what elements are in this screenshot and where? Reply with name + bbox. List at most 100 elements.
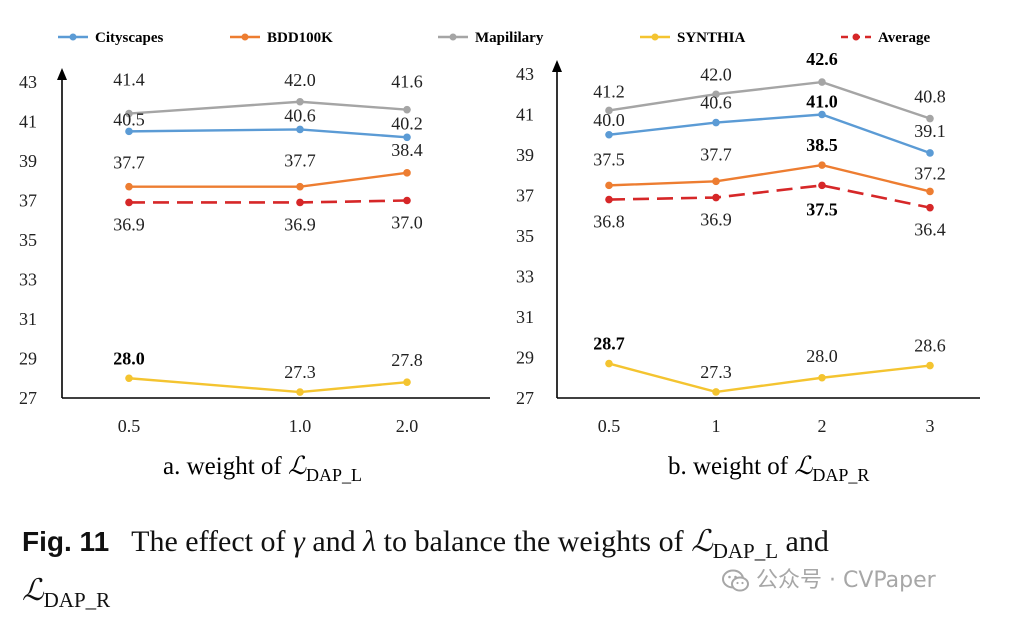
point-b-synthia-2	[818, 373, 826, 382]
point-b-average-1	[712, 193, 720, 202]
caption-text-1: The effect of	[131, 525, 294, 558]
caption-subscript-1: DAP_L	[712, 539, 779, 563]
point-a-mapililary-1	[296, 97, 304, 106]
point-b-synthia-3	[926, 361, 934, 370]
point-b-cityscapes-3	[926, 149, 934, 157]
legend-marker-average	[852, 33, 860, 41]
series-line-a-mapililary	[128, 100, 408, 115]
series-b-mapililary	[605, 78, 934, 123]
series-line-b-bdd100k	[608, 163, 931, 193]
series-a-average	[125, 196, 411, 207]
data-label-a-average-1: 36.9	[284, 214, 316, 234]
data-label-b-cityscapes-1: 40.6	[700, 93, 732, 113]
caption-lambda: λ	[363, 525, 377, 558]
subplot-caption-subscript-a: DAP_L	[306, 465, 362, 485]
subplot-caption-a: a. weight of ℒDAP_L	[163, 453, 362, 485]
data-label-b-average-0: 36.8	[593, 212, 625, 232]
series-line-a-cityscapes	[128, 128, 408, 139]
data-label-a-average-2: 37.0	[391, 213, 423, 233]
watermark: 公众号 · CVPaper	[722, 562, 936, 599]
data-label-a-cityscapes-0: 40.5	[113, 109, 145, 129]
data-label-b-mapililary-3: 40.8	[914, 87, 946, 107]
y-tick-b-27: 27	[516, 388, 534, 408]
point-b-mapililary-3	[926, 114, 934, 123]
point-a-synthia-0	[125, 374, 133, 383]
y-tick-b-41: 41	[516, 105, 534, 125]
data-label-b-average-2: 37.5	[806, 199, 838, 219]
subplot-caption-subscript-b: DAP_R	[812, 465, 869, 485]
data-label-b-synthia-0: 28.7	[593, 334, 625, 354]
data-label-b-average-3: 36.4	[914, 220, 946, 240]
point-a-cityscapes-1	[296, 125, 304, 134]
y-tick-b-37: 37	[516, 186, 534, 206]
point-a-synthia-1	[296, 388, 304, 396]
x-tick-a-2-0: 2.0	[396, 416, 419, 436]
caption-text-4: and	[778, 525, 829, 558]
y-tick-a-33: 33	[19, 270, 37, 290]
figure-caption: Fig. 11 The effect of γ and λ to balance …	[22, 522, 1012, 620]
caption-gamma: γ	[293, 525, 305, 558]
legend-item-synthia: SYNTHIA	[640, 30, 746, 46]
caption-subscript-2: DAP_R	[43, 588, 111, 612]
point-b-mapililary-2	[818, 78, 826, 86]
series-a-synthia	[125, 374, 411, 396]
point-a-cityscapes-0	[125, 127, 133, 136]
watermark-text: 公众号 · CVPaper	[756, 568, 936, 593]
y-tick-b-33: 33	[516, 267, 534, 287]
x-tick-b-0-5: 0.5	[598, 416, 621, 436]
series-line-b-cityscapes	[608, 113, 931, 155]
series-b-bdd100k	[605, 161, 934, 196]
data-label-b-synthia-2: 28.0	[806, 346, 838, 366]
figure-label: Fig. 11	[22, 526, 110, 557]
legend-label-synthia: SYNTHIA	[677, 30, 746, 46]
x-tick-b-1: 1	[712, 416, 721, 436]
series-b-synthia	[605, 359, 934, 396]
point-a-bdd100k-0	[125, 182, 133, 191]
y-tick-a-39: 39	[19, 151, 37, 171]
x-tick-a-0-5: 0.5	[118, 416, 141, 436]
y-tick-a-43: 43	[19, 72, 37, 92]
point-b-average-3	[926, 203, 934, 212]
subplot-caption-prefix-b: b. weight of	[668, 453, 794, 480]
point-b-average-2	[818, 181, 826, 190]
point-a-average-2	[403, 196, 411, 205]
x-tick-b-3: 3	[926, 416, 935, 436]
legend: Cityscapes BDD100K Mapililary SYNTHIA Averag…	[58, 30, 931, 46]
point-b-bdd100k-2	[818, 161, 826, 169]
data-label-a-bdd100k-0: 37.7	[113, 153, 145, 173]
y-tick-a-41: 41	[19, 112, 37, 132]
data-label-a-cityscapes-2: 40.2	[391, 113, 423, 133]
series-line-a-synthia	[128, 377, 408, 394]
y-axis-arrow-a	[57, 68, 67, 80]
data-label-a-synthia-1: 27.3	[284, 362, 316, 382]
series-a-cityscapes	[125, 125, 411, 142]
data-label-b-cityscapes-3: 39.1	[914, 121, 946, 141]
data-label-b-average-1: 36.9	[700, 210, 732, 230]
legend-label-bdd100k: BDD100K	[267, 30, 333, 46]
legend-marker-synthia	[651, 33, 659, 41]
y-tick-a-31: 31	[19, 309, 37, 329]
data-label-b-synthia-1: 27.3	[700, 362, 732, 382]
y-tick-a-27: 27	[19, 388, 37, 408]
y-tick-b-39: 39	[516, 145, 534, 165]
point-b-mapililary-1	[712, 90, 720, 99]
series-a-mapililary	[125, 97, 411, 118]
legend-label-mapililary: Mapililary	[475, 30, 544, 46]
chart-a: 27 29 31 33 35 37 39 41 43 0.5 1.0 2.0 28.0 27.3 27.8 3…	[19, 68, 490, 485]
point-b-bdd100k-1	[712, 177, 720, 186]
point-b-synthia-1	[712, 388, 720, 396]
series-a-bdd100k	[125, 169, 411, 191]
data-label-a-cityscapes-1: 40.6	[284, 105, 316, 125]
y-tick-a-37: 37	[19, 191, 37, 211]
data-label-a-bdd100k-2: 38.4	[391, 140, 423, 160]
subplot-caption-symbol-a: ℒ	[288, 453, 307, 480]
data-label-b-bdd100k-1: 37.7	[700, 144, 732, 164]
data-label-b-cityscapes-0: 40.0	[593, 110, 625, 130]
series-line-b-average	[608, 184, 931, 209]
legend-marker-bdd100k	[241, 33, 249, 41]
series-b-average	[605, 181, 934, 212]
legend-item-average: Average	[841, 30, 931, 46]
y-tick-a-29: 29	[19, 349, 37, 369]
series-line-b-mapililary	[608, 80, 931, 120]
